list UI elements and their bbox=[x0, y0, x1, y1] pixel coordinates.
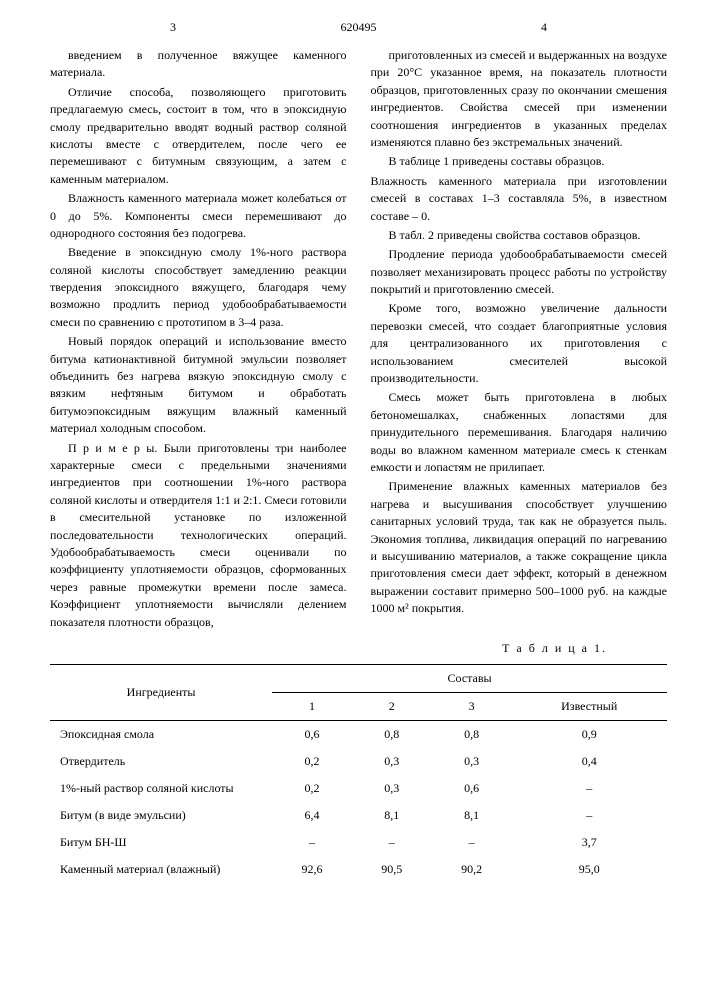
table-title: Т а б л и ц а 1. bbox=[50, 641, 667, 656]
paragraph: Отличие способа, позволяющего приготовит… bbox=[50, 84, 347, 188]
paragraph: П р и м е р ы. Были приготовлены три наи… bbox=[50, 440, 347, 631]
column-header: Известный bbox=[511, 692, 667, 720]
paragraph: В табл. 2 приведены свойства составов об… bbox=[371, 227, 668, 244]
table-cell: 0,3 bbox=[352, 775, 432, 802]
table-row: 1%-ный раствор соляной кислоты 0,2 0,3 0… bbox=[50, 775, 667, 802]
table-cell: 0,8 bbox=[432, 720, 512, 748]
table-cell: 0,3 bbox=[352, 748, 432, 775]
ingredient-label: Эпоксидная смола bbox=[50, 720, 272, 748]
ingredient-label: Битум (в виде эмульсии) bbox=[50, 802, 272, 829]
table-row: Каменный материал (влажный) 92,6 90,5 90… bbox=[50, 856, 667, 883]
composition-table: Ингредиенты Составы 1 2 3 Известный Эпок… bbox=[50, 664, 667, 883]
paragraph: Новый порядок операций и использование в… bbox=[50, 333, 347, 437]
table-cell: 0,8 bbox=[352, 720, 432, 748]
table-cell: 0,6 bbox=[432, 775, 512, 802]
table-cell: 0,6 bbox=[272, 720, 352, 748]
text-columns: введением в полученное вяжущее каменного… bbox=[50, 47, 667, 633]
table-cell: 0,2 bbox=[272, 748, 352, 775]
left-column: введением в полученное вяжущее каменного… bbox=[50, 47, 347, 633]
table-cell: – bbox=[511, 802, 667, 829]
table-cell: 3,7 bbox=[511, 829, 667, 856]
ingredient-label: 1%-ный раствор соляной кислоты bbox=[50, 775, 272, 802]
page-header: 3 620495 4 bbox=[50, 20, 667, 35]
paragraph: В таблице 1 приведены составы образцов. bbox=[371, 153, 668, 170]
table-cell: – bbox=[511, 775, 667, 802]
table-header-row: Ингредиенты Составы bbox=[50, 664, 667, 692]
paragraph: Применение влажных каменных материалов б… bbox=[371, 478, 668, 617]
table-cell: 90,5 bbox=[352, 856, 432, 883]
paragraph: Продление периода удобообрабатываемости … bbox=[371, 246, 668, 298]
table-cell: 8,1 bbox=[352, 802, 432, 829]
table-cell: 8,1 bbox=[432, 802, 512, 829]
document-page: 3 620495 4 введением в полученное вяжуще… bbox=[0, 0, 707, 903]
page-number-left: 3 bbox=[170, 20, 176, 35]
paragraph: введением в полученное вяжущее каменного… bbox=[50, 47, 347, 82]
page-number-right: 4 bbox=[541, 20, 547, 35]
column-header: 2 bbox=[352, 692, 432, 720]
table-cell: 0,3 bbox=[432, 748, 512, 775]
column-header-ingredients: Ингредиенты bbox=[50, 664, 272, 720]
paragraph: приготовленных из смесей и выдержанных н… bbox=[371, 47, 668, 151]
table-cell: 0,4 bbox=[511, 748, 667, 775]
document-number: 620495 bbox=[341, 20, 377, 35]
ingredient-label: Битум БН-Ш bbox=[50, 829, 272, 856]
table-cell: 0,9 bbox=[511, 720, 667, 748]
table-row: Битум БН-Ш – – – 3,7 bbox=[50, 829, 667, 856]
table-row: Отвердитель 0,2 0,3 0,3 0,4 bbox=[50, 748, 667, 775]
paragraph: Влажность каменного материала может коле… bbox=[50, 190, 347, 242]
table-cell: 6,4 bbox=[272, 802, 352, 829]
paragraph: Смесь может быть приготовлена в любых бе… bbox=[371, 389, 668, 476]
table-row: Эпоксидная смола 0,6 0,8 0,8 0,9 bbox=[50, 720, 667, 748]
column-header: 3 bbox=[432, 692, 512, 720]
table-cell: – bbox=[432, 829, 512, 856]
table-cell: 90,2 bbox=[432, 856, 512, 883]
right-column: приготовленных из смесей и выдержанных н… bbox=[371, 47, 668, 633]
table-cell: – bbox=[352, 829, 432, 856]
table-cell: 0,2 bbox=[272, 775, 352, 802]
column-header-compositions: Составы bbox=[272, 664, 667, 692]
paragraph: Влажность каменного материала при изгото… bbox=[371, 173, 668, 225]
paragraph: Введение в эпоксидную смолу 1%-ного раст… bbox=[50, 244, 347, 331]
ingredient-label: Каменный материал (влажный) bbox=[50, 856, 272, 883]
table-cell: 92,6 bbox=[272, 856, 352, 883]
table-cell: 95,0 bbox=[511, 856, 667, 883]
column-header: 1 bbox=[272, 692, 352, 720]
paragraph: Кроме того, возможно увеличение дальност… bbox=[371, 300, 668, 387]
table-row: Битум (в виде эмульсии) 6,4 8,1 8,1 – bbox=[50, 802, 667, 829]
ingredient-label: Отвердитель bbox=[50, 748, 272, 775]
table-cell: – bbox=[272, 829, 352, 856]
